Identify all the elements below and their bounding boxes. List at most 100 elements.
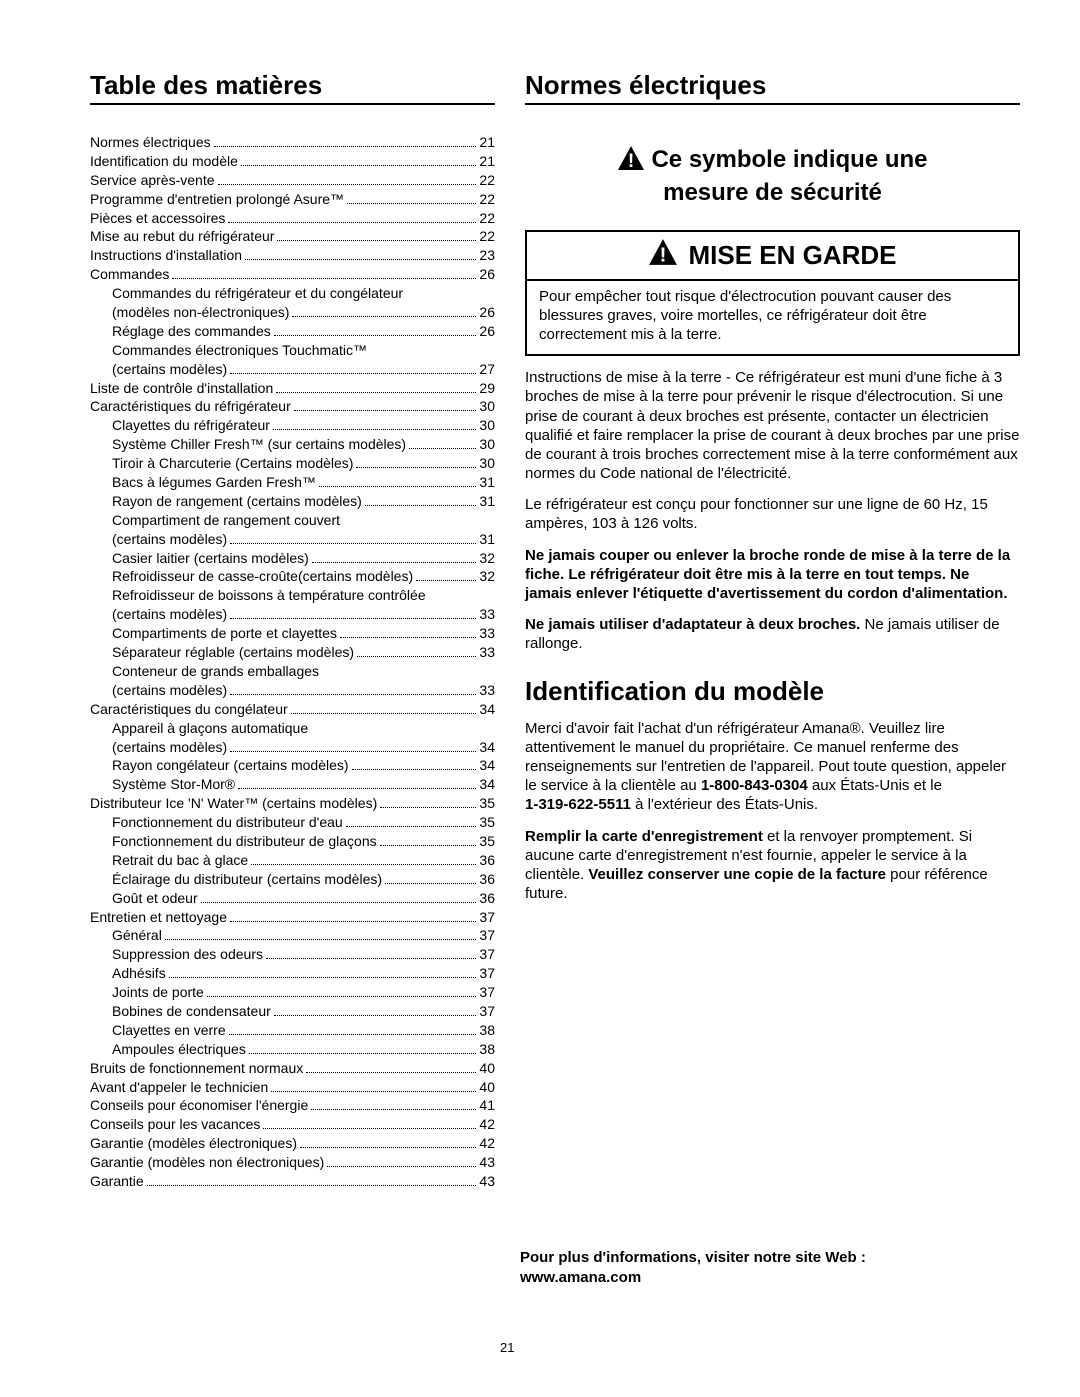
toc-row: Séparateur réglable (certains modèles) 33 bbox=[90, 643, 495, 662]
para-never-cut: Ne jamais couper ou enlever la broche ro… bbox=[525, 546, 1020, 604]
toc-page: 26 bbox=[479, 303, 495, 322]
toc-row: Identification du modèle21 bbox=[90, 152, 495, 171]
right-title: Normes électriques bbox=[525, 70, 1020, 105]
toc-row: Entretien et nettoyage37 bbox=[90, 908, 495, 927]
toc-label: Garantie (modèles non électroniques) bbox=[90, 1153, 324, 1172]
toc-page: 27 bbox=[479, 360, 495, 379]
toc-label: (certains modèles) bbox=[112, 681, 227, 700]
ident-para1: Merci d'avoir fait l'achat d'un réfrigér… bbox=[525, 719, 1020, 815]
toc-row: Instructions d'installation23 bbox=[90, 246, 495, 265]
toc-page: 35 bbox=[479, 813, 495, 832]
toc-row: Service après-vente22 bbox=[90, 171, 495, 190]
toc-page: 41 bbox=[479, 1096, 495, 1115]
toc-label: Goût et odeur bbox=[112, 889, 198, 908]
toc-row: Rayon de rangement (certains modèles)31 bbox=[90, 492, 495, 511]
toc-row: Conseils pour les vacances 42 bbox=[90, 1115, 495, 1134]
toc-label: Conseils pour économiser l'énergie bbox=[90, 1096, 308, 1115]
safety-heading: ! Ce symbole indique une mesure de sécur… bbox=[525, 145, 1020, 208]
toc-label: Service après-vente bbox=[90, 171, 215, 190]
svg-text:!: ! bbox=[628, 151, 634, 171]
footer-website: Pour plus d'informations, visiter notre … bbox=[520, 1248, 980, 1287]
toc-label: Clayettes en verre bbox=[112, 1021, 226, 1040]
toc-page: 29 bbox=[479, 379, 495, 398]
toc-row: Refroidisseur de casse-croûte(certains m… bbox=[90, 567, 495, 586]
toc-row: Normes électriques21 bbox=[90, 133, 495, 152]
page-number: 21 bbox=[500, 1340, 514, 1355]
toc-row: Réglage des commandes26 bbox=[90, 322, 495, 341]
toc-dots bbox=[319, 486, 477, 487]
ident-p1c: à l'extérieur des États-Unis. bbox=[631, 796, 818, 813]
toc-dots bbox=[274, 335, 477, 336]
toc-page: 34 bbox=[479, 700, 495, 719]
toc-row: (certains modèles)27 bbox=[90, 360, 495, 379]
toc-dots bbox=[306, 1072, 476, 1073]
toc-label: Avant d'appeler le technicien bbox=[90, 1078, 268, 1097]
toc-page: 35 bbox=[479, 794, 495, 813]
toc-page: 33 bbox=[479, 643, 495, 662]
toc-label: Refroidisseur de boissons à température … bbox=[112, 586, 426, 605]
toc-label: Éclairage du distributeur (certains modè… bbox=[112, 870, 382, 889]
toc-row: Système Chiller Fresh™ (sur certains mod… bbox=[90, 435, 495, 454]
toc-title: Table des matières bbox=[90, 70, 495, 105]
toc-page: 22 bbox=[479, 227, 495, 246]
warning-icon: ! bbox=[617, 145, 645, 179]
toc-label: Fonctionnement du distributeur de glaçon… bbox=[112, 832, 377, 851]
toc-row: Commandes électroniques Touchmatic™ bbox=[90, 341, 495, 360]
toc-dots bbox=[249, 1053, 477, 1054]
phone-us: 1-800-843-0304 bbox=[701, 777, 808, 794]
toc-page: 37 bbox=[479, 926, 495, 945]
toc-dots bbox=[251, 864, 476, 865]
toc-label: Système Chiller Fresh™ (sur certains mod… bbox=[112, 435, 406, 454]
toc-dots bbox=[229, 1034, 477, 1035]
toc-page: 32 bbox=[479, 549, 495, 568]
toc-row: Pièces et accessoires22 bbox=[90, 209, 495, 228]
toc-label: Compartiments de porte et clayettes bbox=[112, 624, 337, 643]
toc-row: Liste de contrôle d'installation29 bbox=[90, 379, 495, 398]
toc-page: 37 bbox=[479, 1002, 495, 1021]
toc-row: Fonctionnement du distributeur de glaçon… bbox=[90, 832, 495, 851]
toc-row: (certains modèles)34 bbox=[90, 738, 495, 757]
warning-icon: ! bbox=[648, 238, 678, 273]
toc-page: 38 bbox=[479, 1040, 495, 1059]
toc-page: 36 bbox=[479, 870, 495, 889]
toc-label: Appareil à glaçons automatique bbox=[112, 719, 308, 738]
toc-row: Éclairage du distributeur (certains modè… bbox=[90, 870, 495, 889]
toc-dots bbox=[165, 939, 477, 940]
toc-label: Réglage des commandes bbox=[112, 322, 271, 341]
toc-page: 34 bbox=[479, 775, 495, 794]
toc-page: 23 bbox=[479, 246, 495, 265]
toc-label: Mise au rebut du réfrigérateur bbox=[90, 227, 274, 246]
toc-dots bbox=[312, 562, 477, 563]
toc-label: Pièces et accessoires bbox=[90, 209, 225, 228]
toc-dots bbox=[357, 656, 476, 657]
toc-page: 36 bbox=[479, 889, 495, 908]
toc-dots bbox=[276, 392, 476, 393]
toc-label: Rayon congélateur (certains modèles) bbox=[112, 756, 349, 775]
toc-row: Avant d'appeler le technicien40 bbox=[90, 1078, 495, 1097]
toc-page: 35 bbox=[479, 832, 495, 851]
toc-label: Ampoules électriques bbox=[112, 1040, 246, 1059]
toc-label: Rayon de rangement (certains modèles) bbox=[112, 492, 362, 511]
toc-page: 37 bbox=[479, 983, 495, 1002]
toc-label: Casier laitier (certains modèles) bbox=[112, 549, 309, 568]
toc-row: Général37 bbox=[90, 926, 495, 945]
toc-dots bbox=[300, 1147, 476, 1148]
toc-row: Tiroir à Charcuterie (Certains modèles)3… bbox=[90, 454, 495, 473]
toc-page: 33 bbox=[479, 605, 495, 624]
toc-dots bbox=[409, 448, 476, 449]
toc-label: Conseils pour les vacances bbox=[90, 1115, 260, 1134]
toc-page: 34 bbox=[479, 738, 495, 757]
toc-row: Garantie (modèles électroniques)42 bbox=[90, 1134, 495, 1153]
toc-label: Bacs à légumes Garden Fresh™ bbox=[112, 473, 316, 492]
safety-line2: mesure de sécurité bbox=[663, 179, 882, 206]
toc-row: Bobines de condensateur37 bbox=[90, 1002, 495, 1021]
toc-label: (certains modèles) bbox=[112, 530, 227, 549]
ident-para2: Remplir la carte d'enregistrement et la … bbox=[525, 827, 1020, 904]
toc-row: Casier laitier (certains modèles) 32 bbox=[90, 549, 495, 568]
toc-dots bbox=[228, 222, 476, 223]
toc-row: Appareil à glaçons automatique bbox=[90, 719, 495, 738]
toc-dots bbox=[294, 410, 477, 411]
toc-label: Séparateur réglable (certains modèles) bbox=[112, 643, 354, 662]
toc-row: (certains modèles)33 bbox=[90, 605, 495, 624]
toc-page: 42 bbox=[479, 1115, 495, 1134]
